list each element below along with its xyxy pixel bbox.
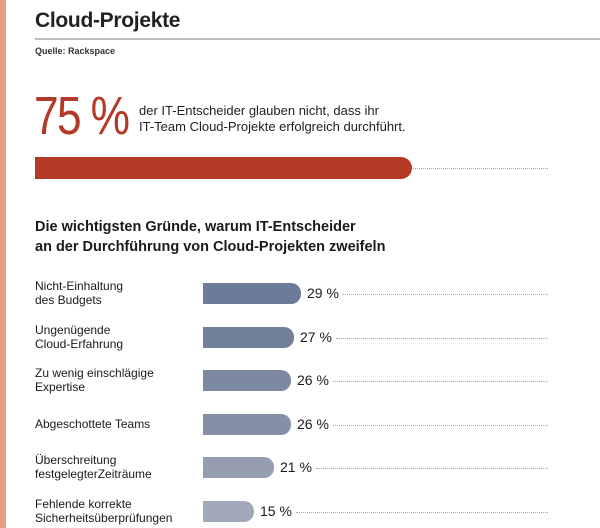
bar — [203, 413, 291, 435]
category-label-line: Ungenügende — [35, 322, 111, 337]
category-label-line: Cloud-Erfahrung — [35, 336, 124, 351]
category-label-line: Abgeschottete Teams — [35, 416, 151, 431]
category-label: Abgeschottete Teams — [35, 417, 205, 431]
bar — [203, 457, 274, 478]
category-label-line: Überschreitung — [35, 453, 117, 467]
hero-bar — [35, 157, 412, 179]
hero-description-line-1: der IT-Entscheider glauben nicht, dass i… — [139, 103, 379, 118]
hero-description-line-2: IT-Team Cloud-Projekte erfolgreich durch… — [139, 119, 406, 134]
bar-value-label: 26 % — [297, 415, 329, 432]
category-label-line: festgelegterZeiträume — [35, 467, 152, 481]
left-accent-bar — [0, 0, 6, 528]
bar-value-label: 27 % — [300, 328, 332, 345]
category-label: Überschreitung festgelegterZeiträume — [35, 453, 205, 481]
page-title: Cloud-Projekte — [35, 9, 181, 32]
bar-track — [343, 294, 548, 295]
bar-track — [333, 424, 548, 426]
bar-value-label: 29 % — [307, 285, 339, 301]
category-label-line: Expertise — [35, 380, 86, 394]
bar-value-label: 26 % — [297, 372, 329, 388]
category-label: Ungenügende Cloud-Erfahrung — [35, 323, 205, 351]
bar — [203, 500, 254, 522]
hero-description: der IT-Entscheider glauben nicht, dass i… — [139, 103, 439, 135]
chart-title-line-2: an der Durchführung von Cloud-Projekten … — [35, 239, 386, 255]
hero-percentage: 75 % — [34, 86, 130, 146]
category-label: Nicht-Einhaltung des Budgets — [35, 279, 205, 307]
category-label-line: Zu wenig einschlägige — [35, 366, 154, 380]
bar-value-label: 15 % — [260, 502, 292, 519]
category-label-line: Sicherheitsüberprüfungen — [35, 510, 173, 525]
bar-value-label: 21 % — [280, 459, 312, 475]
category-label-line: Nicht-Einhaltung — [35, 279, 124, 293]
bar — [203, 370, 291, 391]
bar-track — [316, 468, 548, 469]
bar-track — [336, 337, 548, 339]
bar — [203, 283, 301, 304]
chart-title: Die wichtigsten Gründe, warum IT-Entsche… — [35, 217, 515, 257]
category-label: Fehlende korrekte Sicherheitsüberprüfunge… — [35, 497, 205, 525]
bar-track — [296, 511, 548, 513]
bar — [203, 326, 294, 348]
category-label-line: Fehlende korrekte — [35, 496, 132, 511]
source-note: Quelle: Rackspace — [35, 46, 116, 56]
category-label-line: des Budgets — [35, 293, 102, 307]
bar-track — [333, 381, 548, 382]
category-label: Zu wenig einschlägige Expertise — [35, 366, 205, 394]
chart-title-line-1: Die wichtigsten Gründe, warum IT-Entsche… — [35, 219, 356, 235]
title-divider — [35, 38, 600, 40]
